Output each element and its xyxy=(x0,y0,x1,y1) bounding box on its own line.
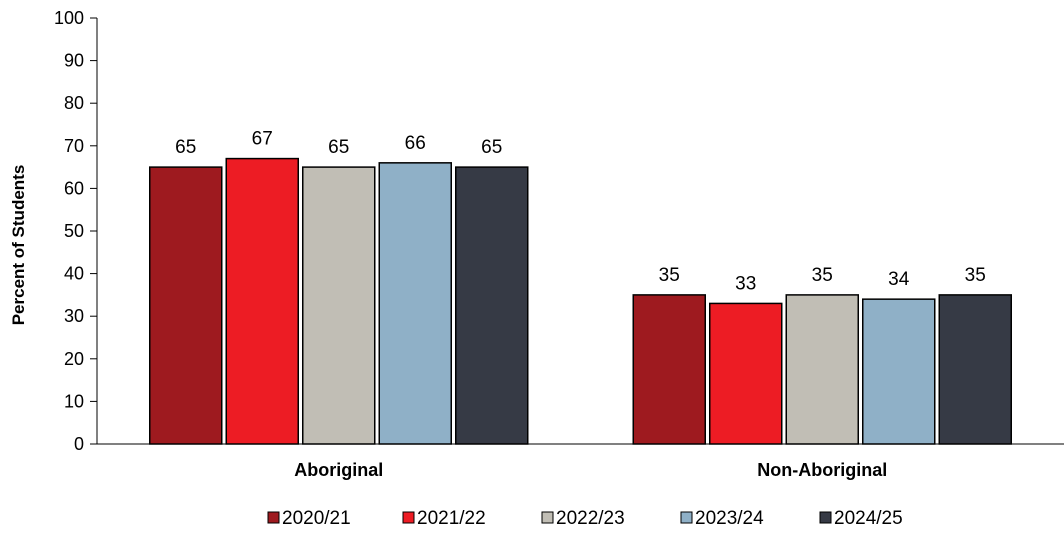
data-label: 65 xyxy=(481,137,502,158)
category-labels: Aboriginal Non-Aboriginal xyxy=(294,460,887,480)
legend-label: 2020/21 xyxy=(282,508,351,529)
y-tick-label: 100 xyxy=(54,8,84,28)
legend-item: 2024/25 xyxy=(819,508,903,529)
bar xyxy=(378,162,452,445)
y-tick-label: 20 xyxy=(64,349,84,369)
legend-swatch xyxy=(402,511,415,524)
legend-swatch xyxy=(541,511,554,524)
y-tick-label: 30 xyxy=(64,306,84,326)
data-label: 35 xyxy=(965,265,986,286)
bar xyxy=(302,166,376,445)
legend: 2020/21 2021/22 2022/23 2023/24 2024/25 xyxy=(267,508,903,529)
bar xyxy=(455,166,529,445)
y-tick-label: 40 xyxy=(64,264,84,284)
bar xyxy=(938,294,1012,445)
legend-swatch xyxy=(819,511,832,524)
category-label: Aboriginal xyxy=(294,460,383,480)
bar xyxy=(785,294,859,445)
legend-item: 2023/24 xyxy=(680,508,764,529)
legend-swatch xyxy=(267,511,280,524)
legend-label: 2021/22 xyxy=(417,508,486,529)
bars xyxy=(149,157,1012,445)
legend-label: 2023/24 xyxy=(695,508,764,529)
y-tick-label: 60 xyxy=(64,178,84,198)
y-tick-label: 10 xyxy=(64,391,84,411)
data-label: 65 xyxy=(175,137,196,158)
data-label: 35 xyxy=(659,265,680,286)
bar xyxy=(862,298,936,445)
data-label: 33 xyxy=(735,273,756,294)
data-labels: 65 67 65 66 65 35 33 35 34 35 xyxy=(175,129,986,295)
y-tick-label: 0 xyxy=(74,434,84,454)
bar xyxy=(709,302,783,445)
legend-label: 2024/25 xyxy=(834,508,903,529)
data-label: 34 xyxy=(888,269,910,290)
data-label: 67 xyxy=(252,129,273,150)
bar xyxy=(149,166,223,445)
y-tick-label: 90 xyxy=(64,51,84,71)
data-label: 65 xyxy=(328,137,349,158)
bar xyxy=(632,294,706,445)
y-axis: 0 10 20 30 40 50 60 70 80 90 100 xyxy=(54,8,1064,454)
legend-item: 2022/23 xyxy=(541,508,625,529)
legend-swatch xyxy=(680,511,693,524)
data-label: 66 xyxy=(405,133,426,154)
y-tick-label: 50 xyxy=(64,221,84,241)
y-tick-label: 70 xyxy=(64,136,84,156)
legend-item: 2020/21 xyxy=(267,508,351,529)
data-label: 35 xyxy=(812,265,833,286)
y-axis-title: Percent of Students xyxy=(9,165,28,326)
y-tick-label: 80 xyxy=(64,93,84,113)
bar xyxy=(225,157,299,445)
legend-label: 2022/23 xyxy=(556,508,625,529)
category-label: Non-Aboriginal xyxy=(757,460,887,480)
legend-item: 2021/22 xyxy=(402,508,486,529)
